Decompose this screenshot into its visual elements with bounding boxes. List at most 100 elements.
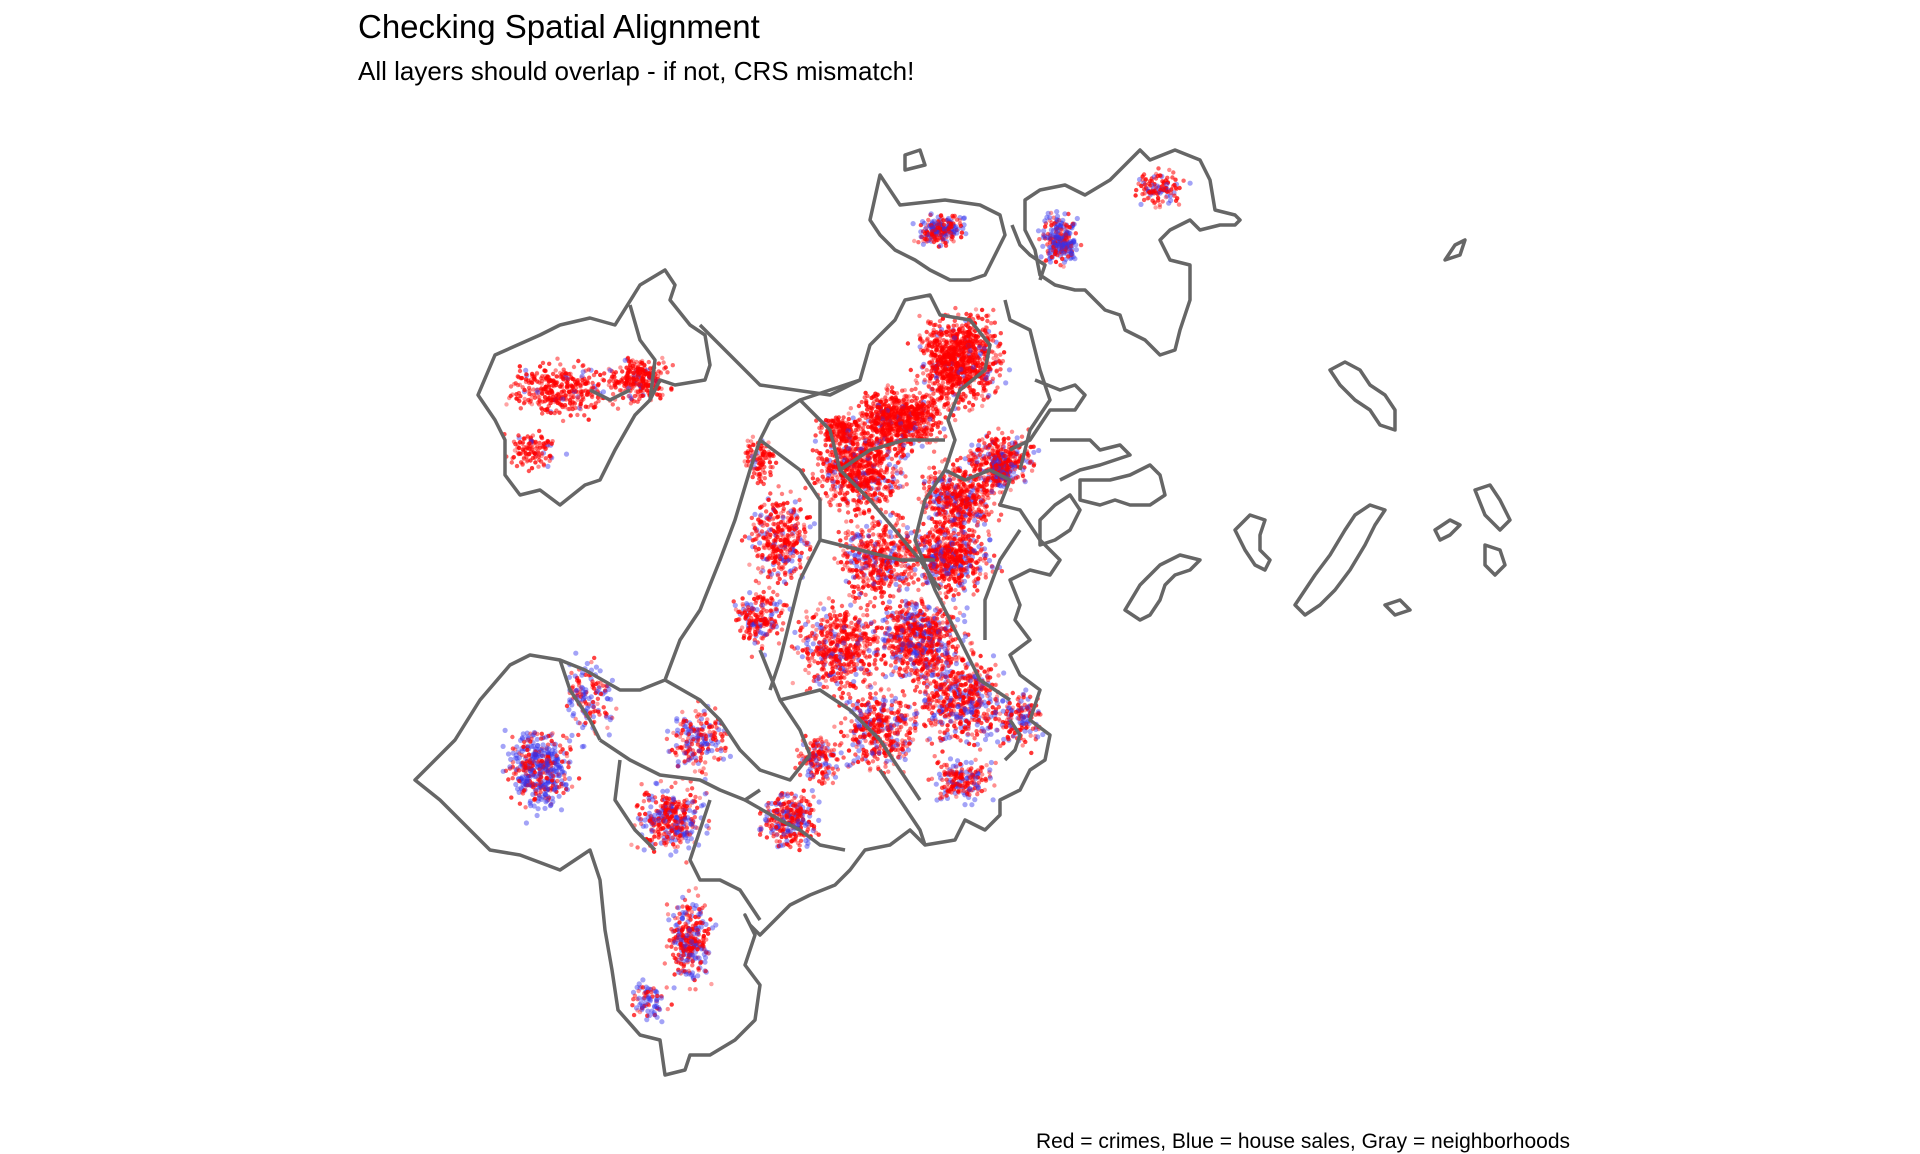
crime-point	[855, 441, 860, 447]
crime-point	[873, 409, 879, 414]
crime-point	[1000, 430, 1005, 436]
crime-point	[889, 541, 894, 546]
crime-point	[885, 387, 890, 392]
crime-point	[976, 315, 981, 320]
crime-point	[967, 408, 972, 413]
crime-point	[945, 385, 950, 390]
crime-point	[866, 546, 871, 551]
crime-point	[883, 661, 888, 667]
crime-point	[960, 323, 965, 328]
crime-point	[943, 350, 948, 356]
crime-point	[971, 347, 976, 352]
crime-point	[926, 384, 932, 389]
crime-point	[870, 433, 875, 438]
crime-point	[951, 513, 956, 518]
crime-point	[956, 406, 961, 411]
crime-point	[885, 487, 890, 492]
house-sale-point	[903, 598, 909, 604]
crime-point	[850, 498, 856, 503]
crime-point	[951, 323, 956, 328]
crime-point	[878, 581, 884, 586]
crime-point	[984, 331, 990, 337]
crime-point	[896, 588, 901, 593]
crime-point	[987, 364, 992, 370]
crime-point	[901, 453, 906, 458]
crime-point	[768, 512, 774, 517]
crime-point	[950, 332, 956, 337]
crime-point	[978, 500, 984, 505]
crime-point	[956, 591, 961, 597]
crime-point	[944, 385, 949, 391]
house-sale-point	[893, 581, 899, 588]
crime-point	[786, 540, 792, 545]
crime-point	[946, 396, 951, 401]
crime-point	[886, 687, 891, 692]
house-sale-point	[949, 517, 955, 524]
crime-point	[870, 515, 875, 520]
crime-point	[932, 353, 938, 358]
crime-point	[956, 312, 961, 317]
crime-point	[767, 569, 772, 574]
crime-point	[859, 399, 864, 405]
crime-point	[765, 532, 770, 537]
crime-point	[889, 613, 895, 619]
crime-point	[993, 353, 999, 358]
crime-point	[962, 370, 967, 375]
crime-point	[861, 572, 866, 577]
house-sale-point	[955, 617, 961, 623]
crime-point	[858, 511, 863, 516]
crime-point	[771, 543, 777, 548]
crime-point	[911, 562, 916, 568]
crime-point	[970, 570, 976, 576]
house-sale-point	[955, 511, 961, 518]
house-sale-point	[941, 426, 947, 432]
crime-point	[879, 440, 884, 445]
crime-point	[963, 404, 968, 410]
crime-point	[786, 525, 791, 530]
crime-point	[793, 523, 798, 528]
crime-point	[1006, 436, 1011, 441]
house-sale-point	[976, 344, 983, 350]
crime-point	[775, 529, 780, 534]
crime-point	[950, 348, 955, 354]
crime-point	[783, 572, 788, 577]
crime-point	[897, 459, 902, 464]
crime-point	[943, 362, 948, 367]
crime-point	[773, 553, 778, 559]
crime-point	[892, 446, 898, 452]
crime-point	[955, 458, 960, 463]
crime-point	[972, 540, 978, 545]
crime-point	[761, 520, 767, 525]
crime-point	[980, 484, 985, 489]
house-sale-point	[807, 524, 813, 530]
crime-point	[889, 456, 895, 462]
crime-point	[880, 426, 885, 431]
crime-point	[975, 392, 980, 397]
crime-point	[898, 515, 903, 521]
crime-point	[979, 307, 985, 313]
crime-point	[930, 657, 936, 662]
crime-point	[921, 364, 926, 369]
crime-point	[982, 328, 988, 333]
house-sale-point	[983, 376, 989, 382]
house-sale-point	[967, 347, 974, 353]
crime-point	[957, 376, 962, 381]
house-sale-point	[1036, 447, 1042, 454]
crime-point	[886, 638, 891, 644]
crime-point	[815, 462, 821, 467]
crime-point	[926, 534, 931, 539]
crime-point	[934, 330, 939, 335]
crime-point	[949, 354, 954, 359]
crime-point	[962, 361, 967, 366]
crime-point	[949, 524, 954, 529]
crime-point	[944, 346, 950, 351]
house-sale-point	[886, 461, 893, 468]
crime-point	[875, 392, 880, 397]
crime-point	[812, 480, 817, 486]
crime-point	[980, 316, 985, 322]
crime-point	[989, 349, 995, 354]
crime-point	[961, 566, 967, 572]
crime-point	[942, 491, 947, 496]
crime-point	[917, 333, 922, 338]
crime-point	[935, 424, 940, 430]
